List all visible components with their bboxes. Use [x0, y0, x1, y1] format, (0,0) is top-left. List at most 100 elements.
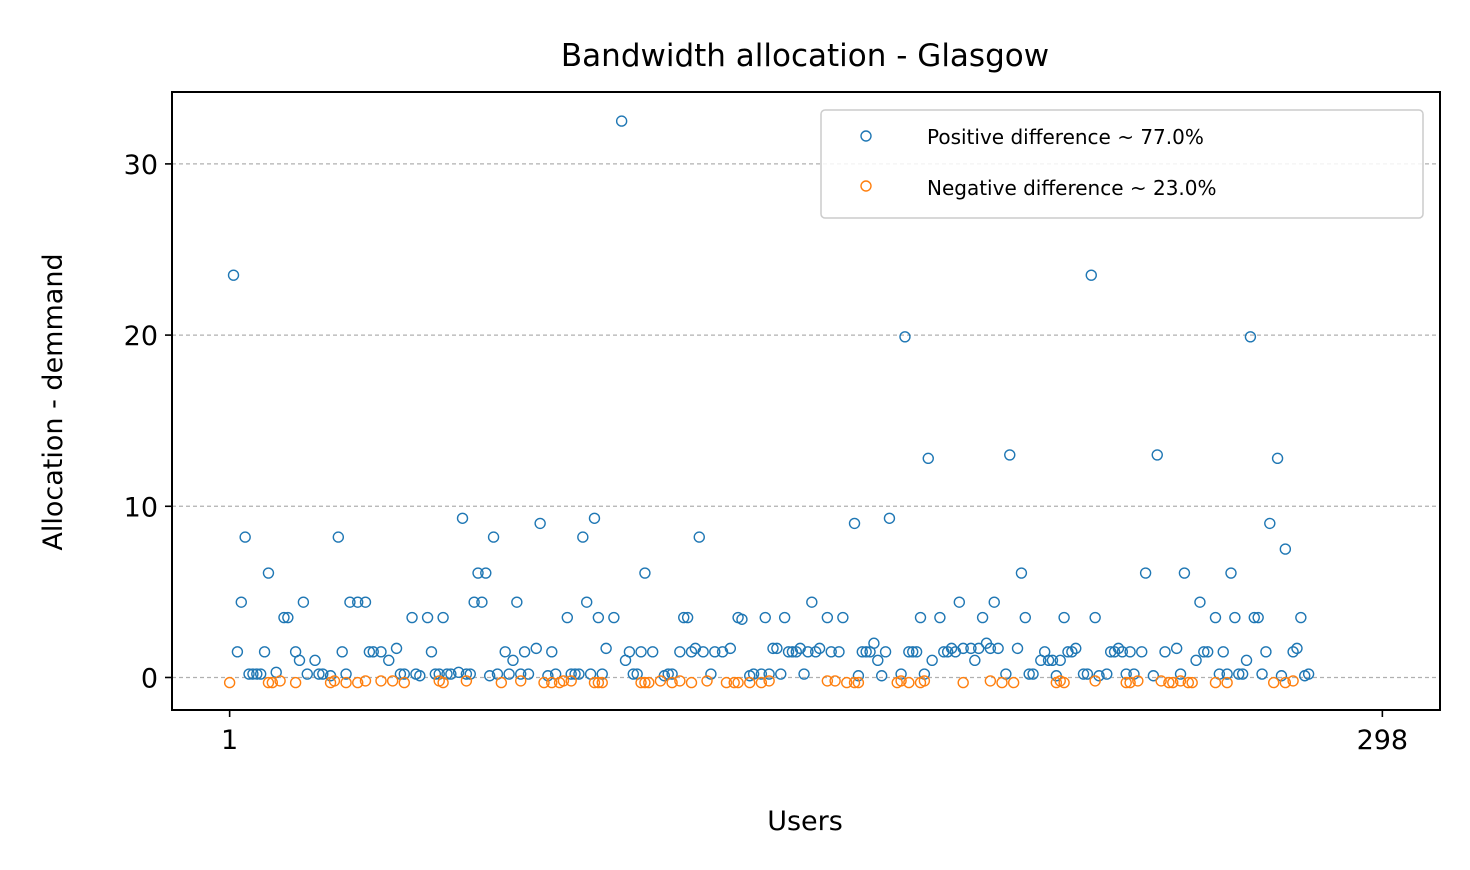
data-point — [1081, 668, 1094, 680]
data-point — [1271, 452, 1284, 465]
data-point — [720, 676, 733, 689]
data-point — [406, 611, 418, 624]
data-point — [421, 611, 434, 624]
data-point — [1256, 668, 1268, 680]
data-point — [1108, 646, 1121, 658]
data-point — [1015, 567, 1028, 579]
data-point — [934, 611, 946, 624]
data-point — [1066, 646, 1078, 658]
data-point — [868, 637, 880, 649]
data-point — [235, 596, 247, 608]
data-point — [666, 668, 678, 680]
data-point — [860, 646, 872, 658]
legend-label-negative: Negative difference ~ 23.0% — [927, 176, 1217, 200]
data-point — [1112, 642, 1125, 655]
data-point — [879, 646, 892, 658]
data-point — [507, 654, 519, 667]
data-point — [678, 611, 690, 624]
data-point — [763, 675, 775, 687]
data-point — [798, 668, 810, 680]
data-point — [359, 675, 372, 687]
data-point — [332, 531, 345, 543]
data-point — [1085, 269, 1097, 281]
data-point — [534, 517, 546, 530]
data-point — [852, 670, 865, 682]
y-tick-label: 0 — [141, 663, 158, 694]
data-point — [258, 646, 271, 658]
data-point — [1182, 676, 1195, 689]
data-point — [810, 646, 822, 658]
data-point — [1260, 646, 1272, 658]
data-point — [724, 642, 737, 655]
data-point — [251, 668, 263, 680]
data-point — [588, 512, 601, 524]
data-point — [872, 654, 884, 667]
y-tick-label: 20 — [124, 321, 158, 352]
y-axis-label: Allocation - demmand — [38, 253, 69, 550]
data-point — [573, 668, 585, 680]
data-point — [992, 642, 1004, 655]
data-point — [1202, 646, 1214, 658]
data-point — [907, 646, 919, 658]
data-point — [367, 646, 379, 658]
data-point — [239, 531, 251, 543]
data-point — [802, 646, 814, 658]
data-point — [623, 646, 636, 658]
data-point — [988, 596, 1000, 608]
data-point — [468, 596, 480, 608]
data-point — [635, 676, 647, 689]
data-point — [317, 668, 329, 680]
data-point — [899, 331, 911, 343]
data-point — [1295, 611, 1307, 624]
y-tick-label: 10 — [124, 492, 158, 523]
data-point — [926, 654, 938, 667]
data-point — [429, 668, 442, 680]
data-point — [581, 596, 593, 608]
data-point — [546, 676, 558, 689]
data-point — [289, 676, 302, 689]
y-tick-label: 30 — [124, 150, 158, 181]
data-point — [813, 642, 826, 655]
data-point — [1221, 668, 1233, 680]
data-point — [1302, 668, 1315, 680]
data-point — [301, 668, 313, 680]
data-point — [685, 646, 698, 658]
data-point — [1244, 331, 1257, 343]
data-point — [1225, 567, 1237, 579]
data-point — [674, 646, 686, 658]
data-point — [546, 646, 558, 658]
data-point — [1136, 646, 1148, 658]
data-point — [483, 670, 496, 682]
data-point — [511, 596, 523, 608]
data-point — [953, 596, 966, 608]
data-point — [499, 646, 511, 658]
data-point — [1089, 675, 1101, 687]
data-point — [996, 676, 1008, 689]
data-point — [359, 596, 372, 608]
data-point — [243, 668, 255, 680]
data-point — [1124, 646, 1136, 658]
data-point — [1159, 646, 1171, 658]
data-point — [313, 668, 325, 680]
data-point — [561, 611, 574, 624]
data-point — [895, 675, 907, 687]
data-point — [1147, 670, 1160, 682]
data-point — [293, 654, 306, 667]
data-point — [957, 676, 969, 689]
data-point — [487, 531, 500, 543]
data-point — [969, 654, 981, 667]
data-point — [1023, 668, 1035, 680]
data-point — [231, 646, 244, 658]
data-point — [654, 675, 667, 687]
data-point — [1190, 654, 1202, 667]
data-point — [464, 668, 476, 680]
data-point — [530, 642, 542, 655]
data-point — [1058, 611, 1070, 624]
data-point — [565, 668, 577, 680]
data-point — [755, 676, 768, 689]
data-point — [340, 668, 352, 680]
data-point — [425, 646, 438, 658]
data-point — [297, 596, 310, 608]
data-point — [375, 646, 387, 658]
data-point — [398, 676, 410, 689]
